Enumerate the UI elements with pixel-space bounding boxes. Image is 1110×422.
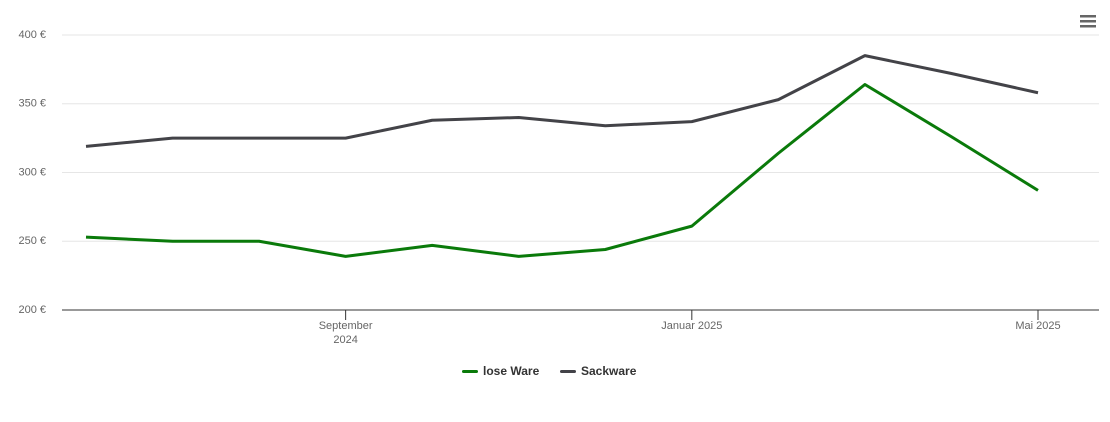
- x-tick-label: September 2024: [318, 320, 373, 346]
- menu-bar: [1080, 15, 1096, 18]
- legend-swatch: [560, 369, 576, 373]
- series-line: [85, 54, 1039, 148]
- legend-item[interactable]: lose Ware: [462, 364, 539, 378]
- y-tick-label: 300 €: [18, 166, 46, 178]
- x-tick-label: Januar 2025: [661, 320, 723, 332]
- x-tick-label: Mai 2025: [1015, 320, 1061, 332]
- legend-label: lose Ware: [483, 364, 540, 378]
- y-tick-label: 250 €: [18, 235, 46, 247]
- menu-bar: [1080, 20, 1096, 23]
- y-tick-label: 400 €: [18, 29, 46, 41]
- y-tick-label: 350 €: [18, 98, 46, 110]
- y-tick-label: 200 €: [18, 304, 46, 316]
- menu-button[interactable]: [1080, 15, 1096, 28]
- legend-item[interactable]: Sackware: [560, 364, 636, 378]
- menu-bar: [1080, 25, 1096, 28]
- series-line: [85, 83, 1039, 258]
- legend-swatch: [462, 369, 478, 373]
- legend-label: Sackware: [581, 364, 637, 378]
